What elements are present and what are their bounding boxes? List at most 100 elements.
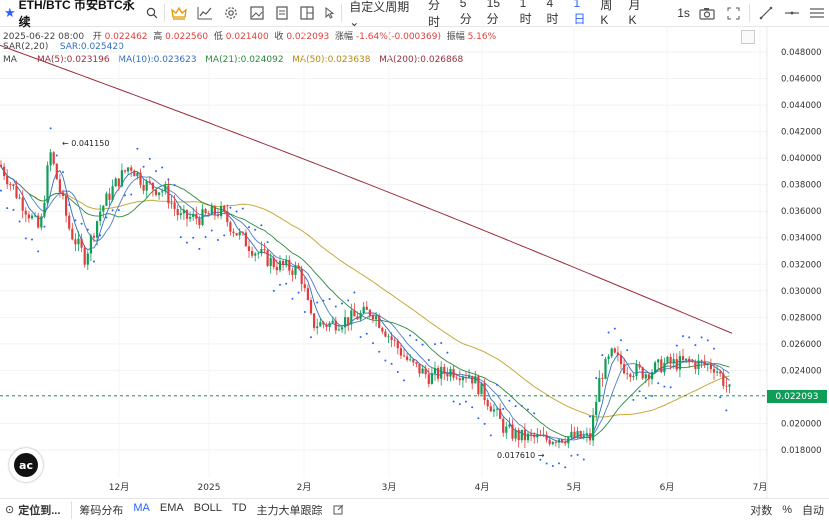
candle-body (557, 439, 561, 443)
timeframe-tab[interactable]: 15分 (486, 0, 501, 26)
timeframe-tab[interactable]: 月K (628, 0, 641, 27)
sar-dot (719, 396, 722, 399)
x-tick-label: 6月 (660, 482, 675, 493)
candle-body (288, 259, 291, 271)
close-value: 0.022093 (286, 32, 330, 42)
sar-dot (427, 359, 430, 362)
sar-dot (161, 166, 164, 169)
timeframe-tab[interactable]: 周K (600, 0, 613, 27)
crown-icon[interactable] (167, 2, 191, 24)
layout-icon[interactable] (294, 2, 318, 24)
timeframe-tab[interactable]: 1日 (573, 0, 586, 26)
candle-body (362, 306, 365, 314)
y-tick-label: 0.044000 (781, 101, 822, 111)
candle-body (120, 170, 123, 187)
log-scale-toggle[interactable]: 对数 (750, 504, 773, 517)
timeframe-tab[interactable]: 5分 (459, 0, 472, 26)
indicator-tab[interactable]: EMA (159, 501, 184, 514)
y-tick-label: 0.046000 (781, 75, 822, 85)
indicator-icon[interactable] (191, 2, 217, 24)
candle-body (37, 215, 40, 228)
camera-icon[interactable] (695, 2, 719, 24)
sar-dot (700, 336, 703, 339)
close-label: 收 (274, 32, 284, 42)
symbol-title: ETH/BTC 币安BTC永续 (18, 0, 135, 29)
indicator-tab[interactable]: 筹码分布 (79, 504, 124, 517)
candle-body (213, 206, 216, 215)
timeframe-tab[interactable]: 4时 (546, 0, 559, 26)
search-icon[interactable] (142, 2, 163, 24)
sar-dot (223, 234, 226, 237)
locate-button[interactable]: ⊙ 定位到... (0, 502, 65, 518)
timeframe-tab[interactable]: 分时 (428, 0, 441, 29)
candle-body (43, 202, 46, 217)
fullscreen-icon[interactable] (719, 2, 747, 24)
candle-body (567, 436, 570, 444)
sar-dot (254, 228, 257, 231)
candle-body (725, 385, 728, 387)
indicator-tab[interactable]: MA (133, 501, 150, 514)
sar-dot (31, 238, 33, 241)
candle-body (278, 260, 282, 271)
cursor-arrow-icon[interactable] (319, 2, 340, 24)
candle-body (424, 368, 427, 375)
sar-dot (384, 359, 387, 362)
sar-dot (514, 405, 517, 408)
sar-dot (626, 349, 629, 352)
x-tick-label: 7月 (753, 482, 768, 493)
change-label: 涨幅 (335, 32, 354, 42)
indicator-tab[interactable]: TD (231, 501, 247, 514)
candle-body (474, 376, 477, 384)
timeframe-tab[interactable]: 1时 (519, 0, 532, 26)
candle-body (9, 184, 12, 186)
sar-dot (136, 147, 139, 150)
candle-body (0, 164, 3, 167)
candle-body (291, 270, 294, 275)
indicator-tab[interactable]: 主力大单跟踪 (256, 504, 323, 517)
x-tick-label: 4月 (475, 482, 490, 493)
indicator-settings-button[interactable] (328, 504, 349, 515)
sar-dot (576, 453, 579, 456)
candle-body (492, 409, 495, 412)
candle-body (254, 253, 257, 256)
symbol-selector[interactable]: ★ ETH/BTC 币安BTC永续 (4, 0, 138, 30)
candle-body (306, 288, 309, 301)
sar-dot (545, 462, 548, 465)
sar-dot (434, 343, 436, 346)
favorite-star-icon[interactable]: ★ (4, 5, 16, 20)
candle-body (189, 216, 192, 219)
candle-body (74, 239, 77, 245)
candle-body (598, 378, 601, 402)
sar-dot (502, 407, 505, 410)
candle-body (111, 186, 114, 200)
candle-body (412, 359, 415, 363)
auto-scale-toggle[interactable]: 自动 (802, 504, 824, 517)
interval-1s-button[interactable]: 1s (677, 6, 690, 20)
ma21-path (0, 166, 730, 439)
candle-body (654, 362, 657, 373)
candle-body (371, 315, 375, 320)
sar-dot (266, 241, 269, 244)
candle-body (89, 235, 92, 254)
indicator-tab[interactable]: BOLL (193, 501, 222, 514)
menu-lines-icon[interactable] (805, 2, 829, 24)
sar-dot (477, 417, 480, 420)
collapse-icon[interactable] (741, 30, 755, 44)
candle-body (647, 374, 650, 380)
candle-body (263, 249, 266, 251)
sar-dot (117, 209, 120, 212)
candle-body (719, 371, 722, 374)
image-icon[interactable] (244, 2, 270, 24)
custom-period-dropdown[interactable]: 自定义周期 ⌄ (344, 0, 423, 29)
candle-body (223, 206, 226, 212)
document-icon[interactable] (270, 2, 294, 24)
candle-body (526, 433, 530, 441)
high-label: 高 (153, 32, 163, 42)
horizontal-line-icon[interactable] (780, 2, 804, 24)
settings-gear-icon[interactable] (218, 2, 244, 24)
price-chart[interactable]: 0.048000 0.046000 0.044000 0.042000 0.040000… (0, 26, 829, 498)
bottom-bar: ⊙ 定位到... 筹码分布 MA EMA BOLL TD 主力大单跟踪 对数 % 自动 (0, 498, 829, 520)
candle-body (471, 375, 474, 384)
trend-line-icon[interactable] (752, 2, 780, 24)
percent-toggle[interactable]: % (782, 503, 792, 516)
